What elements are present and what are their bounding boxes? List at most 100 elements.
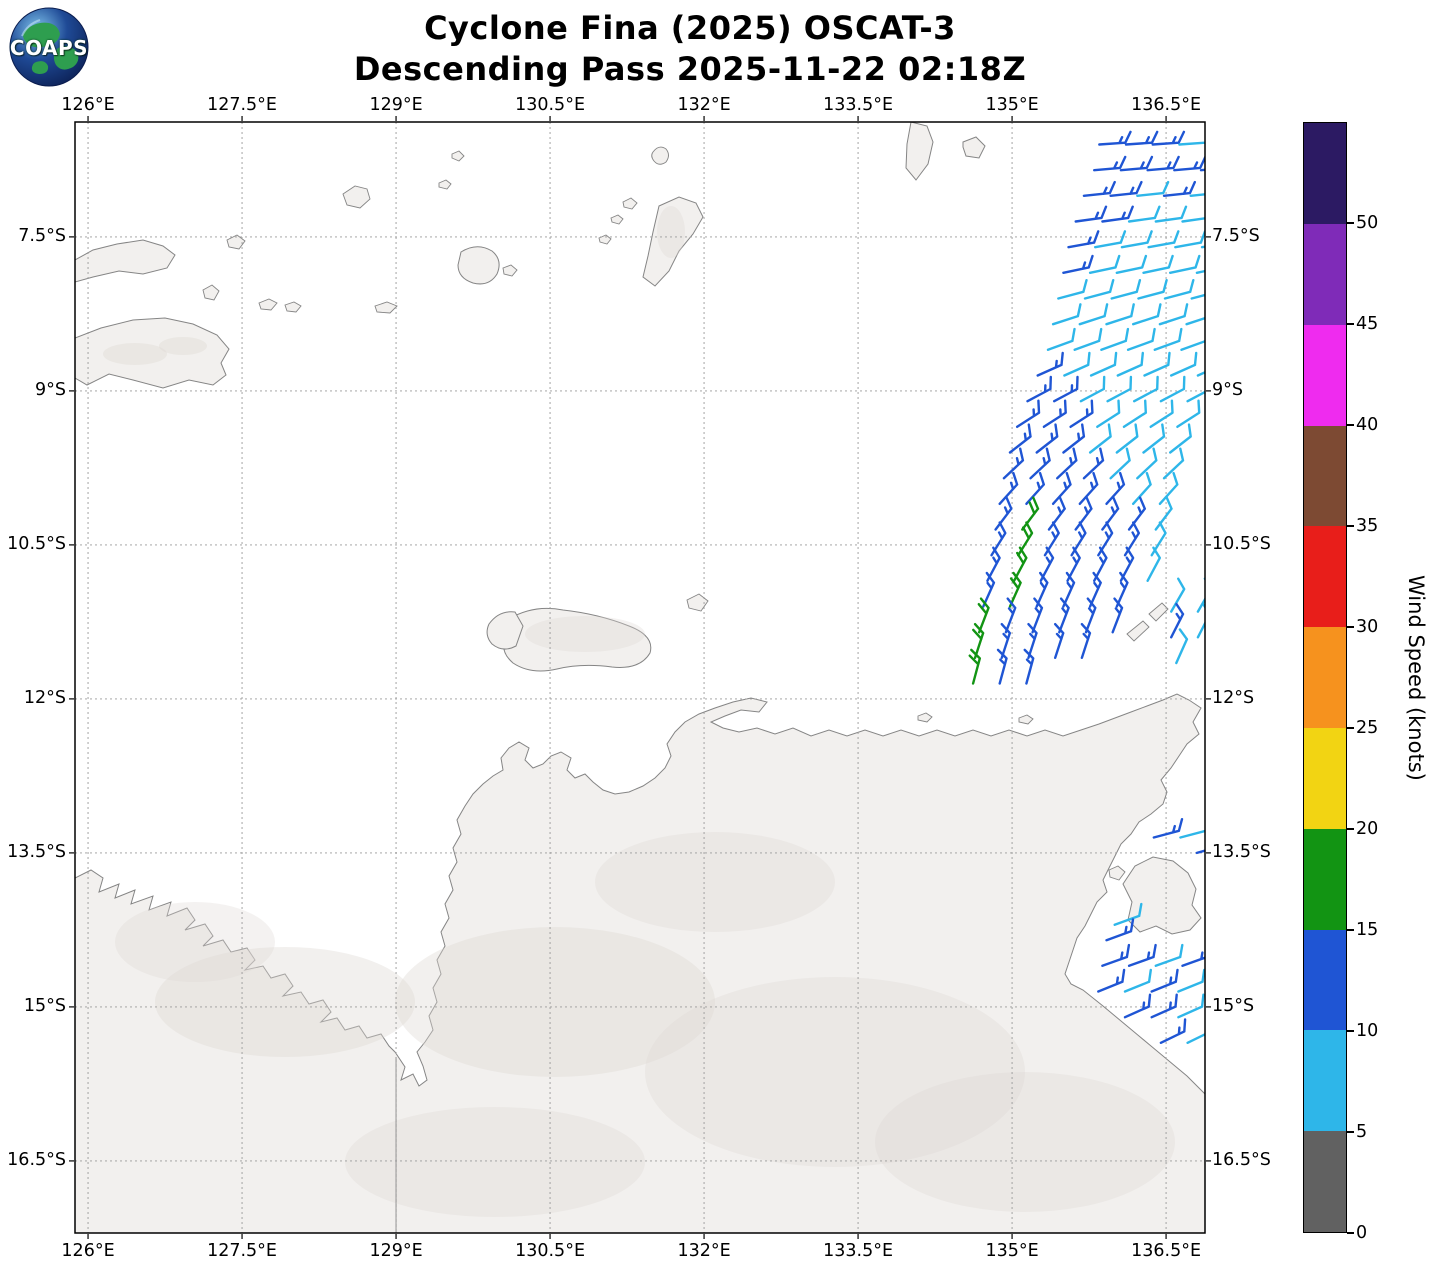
lat-tick-label: 9°S (1212, 379, 1243, 400)
wind-barb (1158, 471, 1179, 505)
wind-barb (1189, 193, 1205, 197)
colorbar-segment-10-15 (1304, 929, 1346, 1031)
terrain-shading (159, 337, 207, 355)
colorbar-tick-mark (1347, 1131, 1354, 1133)
wind-barbs-layer (968, 130, 1205, 1044)
wind-barb (1088, 254, 1121, 274)
island (622, 197, 638, 210)
lon-tick-label: 127.5°E (207, 95, 277, 115)
island (438, 179, 452, 190)
map-geography (75, 122, 1205, 1233)
colorbar-segment-50-55 (1304, 123, 1346, 224)
colorbar-tick-mark (1347, 525, 1354, 527)
wind-barb (1142, 254, 1174, 274)
colorbar-segment-25-30 (1304, 627, 1346, 728)
lon-tick-label: 129°E (369, 95, 423, 115)
wind-barb (1190, 293, 1205, 300)
wind-barb (1158, 303, 1189, 326)
wind-barb (1150, 993, 1178, 1019)
wind-barb (1025, 471, 1045, 505)
wind-barb (1017, 521, 1034, 557)
wind-barb (1021, 496, 1040, 531)
wind-barb (1101, 496, 1120, 531)
wind-barb (1127, 205, 1161, 223)
wind-barb (1132, 471, 1152, 505)
wind-barb (1149, 399, 1174, 428)
lon-tick-label: 133.5°E (823, 1241, 894, 1261)
wind-barb (1056, 447, 1078, 480)
wind-barb (1093, 155, 1127, 172)
wind-barb (1070, 521, 1087, 557)
lon-tick-label: 132°E (677, 1241, 731, 1261)
colorbar-tick-mark (1347, 1030, 1354, 1032)
wind-barb (1080, 623, 1092, 659)
island (917, 712, 933, 723)
wind-barb (1177, 968, 1205, 993)
wind-barb (1177, 993, 1205, 1019)
wind-barb (1105, 303, 1135, 326)
wind-barb (1152, 818, 1184, 839)
colorbar-tick-mark (1347, 626, 1354, 628)
terrain-shading (345, 1107, 645, 1217)
wind-barb (1195, 849, 1205, 855)
colorbar-tick-label: 25 (1356, 718, 1379, 738)
wind-barb (1088, 423, 1112, 454)
wind-barb (1051, 303, 1082, 326)
wind-barb (1073, 327, 1103, 351)
coastline (503, 607, 652, 672)
wind-barb (1170, 577, 1186, 613)
lat-tick-label: 9°S (35, 379, 66, 400)
wind-barb (1181, 951, 1205, 967)
colorbar-tick-mark (1347, 727, 1354, 729)
lat-tick-label: 12°S (1212, 687, 1255, 708)
wind-barb (1026, 375, 1052, 403)
wind-barb (1113, 902, 1143, 926)
wind-barb (1146, 155, 1180, 172)
colorbar-tick-label: 5 (1356, 1122, 1368, 1142)
lon-tick-label: 130.5°E (515, 1241, 585, 1261)
wind-barb (1196, 371, 1205, 377)
wind-barb (1179, 828, 1205, 839)
coastline (962, 136, 986, 159)
wind-barb (1097, 968, 1126, 993)
colorbar-tick-mark (1347, 222, 1354, 224)
wind-barb (1054, 623, 1065, 659)
island (610, 214, 624, 225)
colorbar-tick-mark (1347, 929, 1354, 931)
wind-barb (1027, 623, 1038, 659)
coastline (642, 196, 704, 287)
island (598, 234, 612, 245)
wind-barb (1100, 327, 1130, 351)
wind-barb (1169, 254, 1201, 274)
wind-barb (1035, 423, 1059, 454)
terrain-shading (155, 947, 415, 1057)
colorbar-segment-20-25 (1304, 727, 1346, 829)
wind-barb (1002, 447, 1025, 480)
lat-tick-label: 7.5°S (1212, 225, 1260, 246)
wind-barb (1096, 399, 1121, 428)
colorbar-segment-45-50 (1304, 223, 1346, 325)
colorbar-tick-label: 35 (1356, 516, 1379, 536)
wind-barb (1084, 597, 1097, 634)
wind-barb (1069, 399, 1094, 428)
wind-barb (1123, 993, 1152, 1019)
wind-barb (1109, 447, 1131, 480)
wind-barb (1106, 375, 1133, 403)
wind-barb (1046, 327, 1076, 351)
wind-barb (1159, 375, 1186, 403)
island (1018, 714, 1034, 725)
wind-barb (1180, 339, 1205, 351)
wind-barb (1110, 279, 1142, 300)
wind-barb (1105, 918, 1135, 942)
colorbar-tick-label: 10 (1356, 1021, 1379, 1041)
lat-tick-label: 13.5°S (7, 841, 66, 862)
wind-barb (1057, 279, 1088, 300)
colorbar-tick-label: 30 (1356, 617, 1379, 637)
title-line-1: Cyclone Fina (2025) OSCAT-3 (424, 9, 956, 47)
lon-tick-label: 127.5°E (207, 1241, 277, 1261)
wind-barb (1151, 130, 1186, 146)
wind-barb (1137, 279, 1168, 300)
wind-barb (1142, 423, 1166, 454)
wind-barb (1043, 521, 1060, 557)
wind-barb (977, 597, 990, 634)
